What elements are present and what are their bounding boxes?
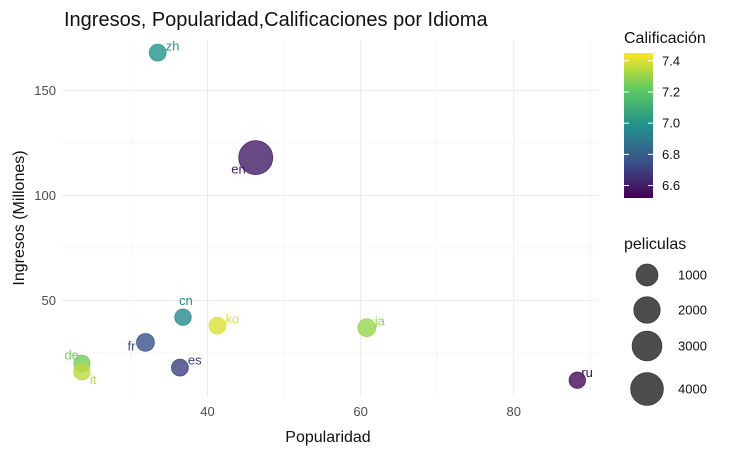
data-point-ko [208, 316, 227, 335]
size-legend-label: 2000 [678, 303, 707, 318]
point-label-fr: fr [128, 338, 137, 353]
color-legend-label: 7.4 [662, 53, 680, 68]
data-point-cn [174, 308, 192, 326]
point-label-zh: zh [166, 39, 180, 54]
point-label-cn: cn [179, 293, 193, 308]
x-tick-label: 60 [353, 404, 367, 419]
color-legend-bar [624, 53, 653, 198]
point-label-ru: ru [581, 365, 593, 380]
color-legend-title: Calificación [624, 30, 706, 47]
size-legend-key [630, 372, 664, 406]
color-legend-ticks: 6.6 6.8 7.0 7.2 7.4 [624, 53, 680, 193]
x-axis-title: Popularidad [285, 429, 370, 446]
point-label-it: it [90, 372, 97, 387]
data-point-zh [148, 43, 167, 62]
y-axis-title: Ingresos (Millones) [11, 150, 28, 285]
size-legend-key [633, 296, 661, 324]
color-legend-label: 6.6 [662, 178, 680, 193]
y-axis-ticks: 50 100 150 [34, 83, 56, 308]
size-legend-title: peliculas [624, 236, 686, 253]
x-tick-label: 80 [507, 404, 521, 419]
size-legend: peliculas 1000 2000 3000 4000 [624, 236, 707, 406]
point-label-es: es [188, 353, 202, 368]
x-tick-label: 40 [200, 404, 214, 419]
color-legend-label: 6.8 [662, 147, 680, 162]
chart-title: Ingresos, Popularidad,Calificaciones por… [64, 9, 488, 31]
color-legend-label: 7.0 [662, 116, 680, 131]
data-point-it [73, 363, 91, 381]
data-point-fr [136, 333, 155, 352]
point-label-ko: ko [225, 312, 239, 327]
plot-grid [62, 40, 598, 397]
size-legend-keys: 1000 2000 3000 4000 [630, 263, 707, 406]
data-point-ru [568, 371, 586, 389]
data-point-en [238, 140, 274, 176]
size-legend-label: 1000 [678, 268, 707, 283]
color-legend-label: 7.2 [662, 84, 680, 99]
data-points [73, 43, 586, 389]
point-label-en: en [231, 162, 245, 177]
size-legend-key [635, 263, 659, 287]
y-tick-label: 50 [42, 293, 56, 308]
y-tick-label: 150 [34, 83, 56, 98]
data-point-ja [357, 318, 377, 338]
point-label-ja: ja [374, 314, 386, 329]
size-legend-key [631, 330, 663, 362]
x-axis-ticks: 40 60 80 [200, 404, 521, 419]
size-legend-label: 3000 [678, 339, 707, 354]
data-point-es [171, 358, 189, 377]
point-label-de: de [64, 347, 78, 362]
y-tick-label: 100 [34, 188, 56, 203]
size-legend-label: 4000 [678, 382, 707, 397]
color-legend: Calificación 6.6 6.8 7.0 7.2 7.4 [624, 30, 706, 198]
